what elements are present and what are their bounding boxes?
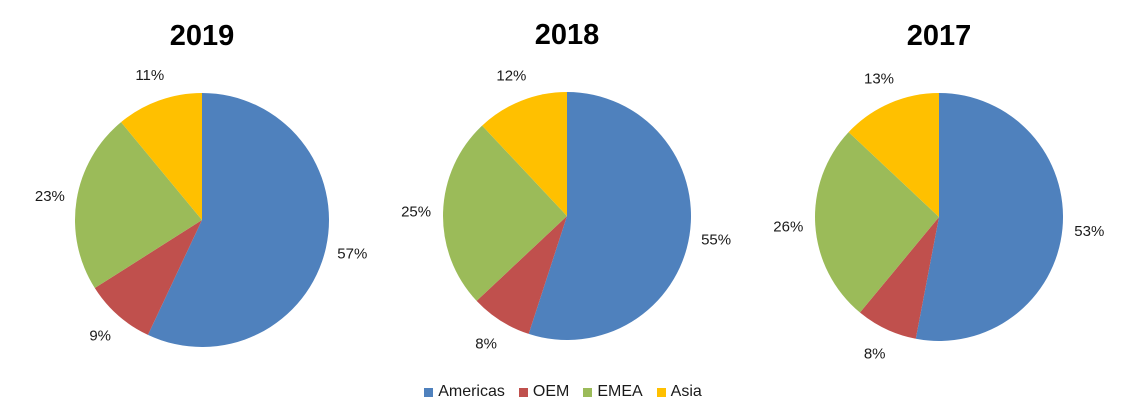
pie-slice-oem-2017: [859, 217, 939, 339]
pie-slice-americas-2019: [147, 93, 330, 347]
data-label-emea-2018: 25%: [401, 203, 431, 220]
legend-item-americas: Americas: [424, 383, 505, 401]
chart-title-2019: 2019: [170, 20, 235, 52]
data-label-asia-2018: 12%: [496, 68, 526, 85]
data-label-emea-2017: 26%: [773, 219, 803, 236]
data-label-oem-2018: 8%: [475, 336, 497, 353]
chart-title-2017: 2017: [907, 20, 972, 52]
pie-slice-emea-2018: [443, 125, 567, 301]
legend-item-asia: Asia: [656, 383, 702, 401]
data-label-americas-2017: 53%: [1074, 223, 1104, 240]
pie-chart-2019: 2019 57% 9% 23% 11%: [35, 20, 367, 347]
data-label-asia-2019: 11%: [135, 67, 164, 84]
legend-swatch-americas: [424, 387, 434, 397]
data-label-emea-2019: 23%: [35, 188, 65, 205]
pie-slice-oem-2019: [94, 220, 202, 335]
pie-slice-asia-2019: [121, 93, 202, 220]
pie-slice-emea-2017: [815, 132, 939, 313]
pie-chart-2018: 2018 55% 8% 25% 12%: [401, 19, 731, 353]
pie-slice-asia-2018: [482, 92, 567, 216]
legend-item-emea: EMEA: [583, 383, 643, 401]
pie-chart-2017: 2017 53% 8% 26% 13%: [773, 20, 1104, 363]
pie-charts: 201957%9%23%11%201855%8%25%12%201753%8%2…: [35, 19, 1104, 363]
legend-swatch-asia: [656, 387, 666, 397]
legend-label-americas: Americas: [438, 383, 505, 400]
pie-slice-americas-2018: [528, 91, 692, 340]
legend-swatch-emea: [583, 387, 593, 397]
data-label-oem-2019: 9%: [89, 328, 111, 345]
legend-swatch-oem: [518, 387, 528, 397]
data-label-oem-2017: 8%: [864, 346, 886, 363]
legend-label-asia: Asia: [670, 383, 702, 400]
legend-item-oem: OEM: [518, 383, 570, 401]
legend-label-oem: OEM: [532, 383, 570, 400]
chart-title-2018: 2018: [535, 19, 600, 51]
pie-slice-asia-2017: [848, 93, 939, 217]
legend: Americas OEM EMEA Asia: [0, 383, 1126, 401]
data-label-americas-2019: 57%: [337, 246, 367, 263]
data-label-asia-2017: 13%: [864, 70, 894, 87]
pie-slice-emea-2019: [74, 122, 202, 289]
legend-label-emea: EMEA: [597, 383, 643, 400]
data-label-americas-2018: 55%: [701, 232, 731, 249]
pie-slice-oem-2018: [476, 216, 567, 334]
pie-slice-americas-2017: [915, 93, 1064, 341]
